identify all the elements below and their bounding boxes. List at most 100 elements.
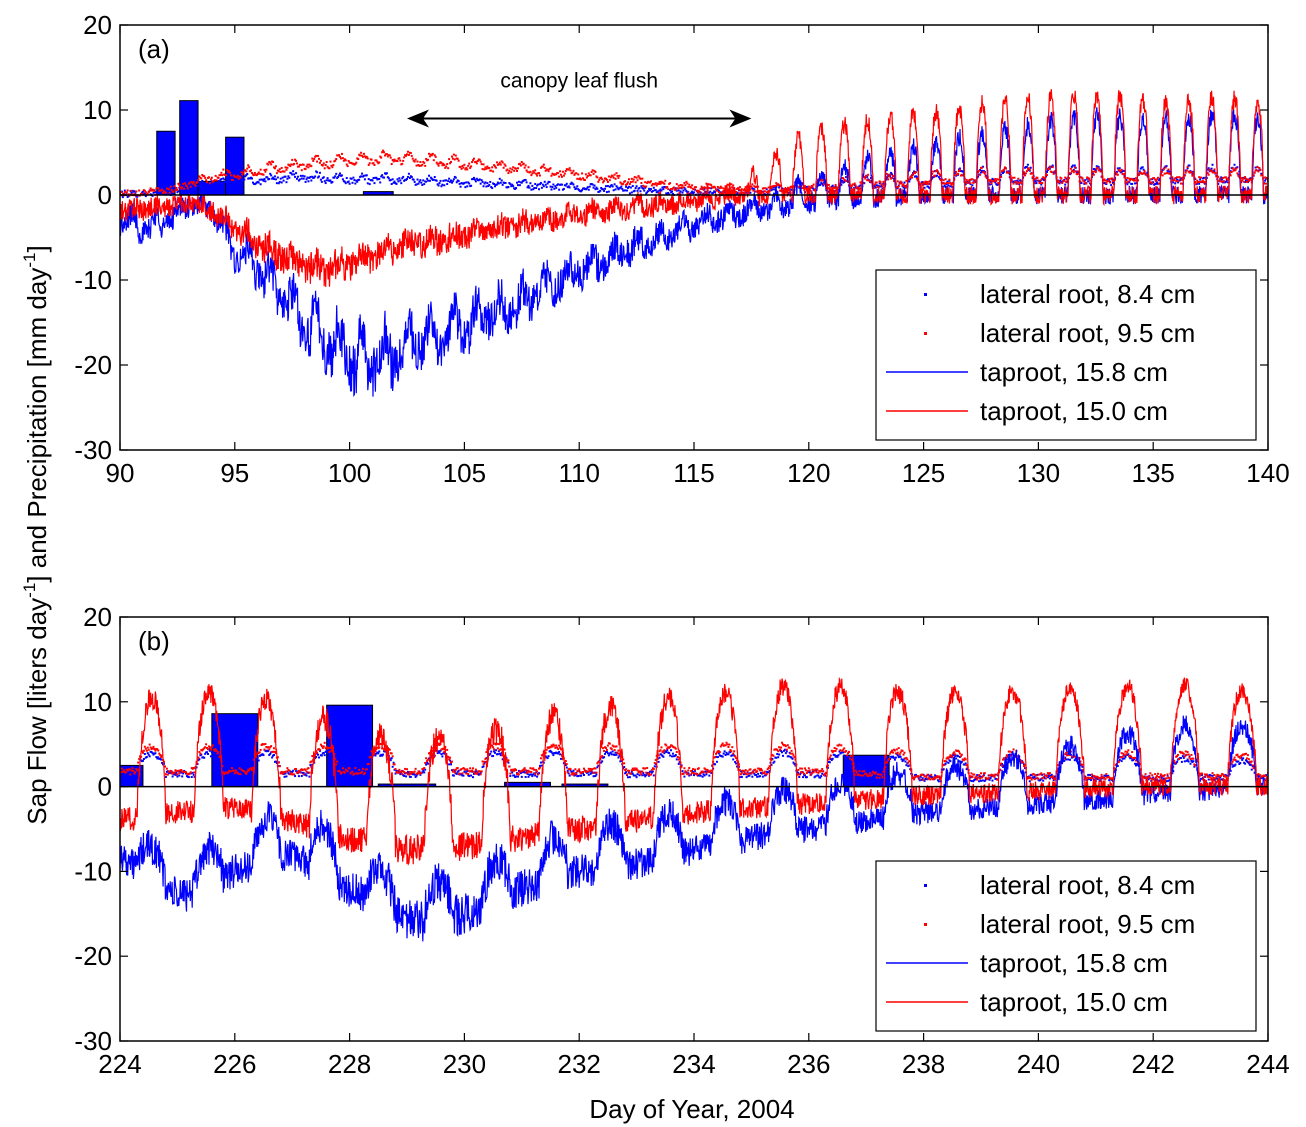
series-0-point (682, 189, 685, 192)
series-0-point (354, 770, 357, 773)
series-1-point (626, 773, 629, 776)
series-0-point (536, 184, 539, 187)
series-1-point (798, 185, 801, 188)
series-1-point (255, 753, 258, 756)
series-0-point (297, 775, 300, 778)
series-0-point (644, 775, 647, 778)
series-1-point (679, 183, 682, 186)
series-0-point (595, 186, 598, 189)
series-1-point (858, 187, 861, 190)
series-0-point (147, 753, 150, 756)
series-1-point (538, 172, 541, 175)
series-0-point (670, 190, 673, 193)
series-1-point (847, 750, 850, 753)
series-0-point (423, 771, 426, 774)
series-0-point (490, 750, 493, 753)
series-0-point (970, 779, 973, 782)
series-0-point (450, 179, 453, 182)
series-1-point (163, 765, 166, 768)
series-1-point (413, 770, 416, 773)
series-0-point (847, 756, 850, 759)
series-1-point (674, 747, 677, 750)
series-1-point (1264, 176, 1267, 179)
series-0-point (209, 183, 212, 186)
series-1-point (1102, 179, 1105, 182)
series-0-point (372, 176, 375, 179)
series-1-point (1051, 166, 1054, 169)
series-0-point (893, 758, 896, 761)
series-1-point (894, 752, 897, 755)
series-0-point (480, 179, 483, 182)
series-1-point (923, 182, 926, 185)
series-0-point (1077, 171, 1080, 174)
series-0-point (417, 182, 420, 185)
series-0-point (134, 192, 137, 195)
series-0-point (378, 750, 381, 753)
series-1-point (939, 179, 942, 182)
series-0-point (1107, 774, 1110, 777)
series-1-point (1002, 168, 1005, 171)
series-0-point (638, 774, 641, 777)
series-1-point (235, 176, 238, 179)
series-1-point (871, 770, 874, 773)
series-0-point (450, 763, 453, 766)
series-1-point (750, 185, 753, 188)
series-1-point (1182, 752, 1185, 755)
series-1-point (1194, 764, 1197, 767)
series-0-point (493, 182, 496, 185)
series-0-point (211, 755, 214, 758)
series-1-point (860, 774, 863, 777)
series-1-point (902, 183, 905, 186)
series-1-point (1089, 179, 1092, 182)
series-0-point (566, 769, 569, 772)
series-0-point (203, 756, 206, 759)
series-1-point (354, 766, 357, 769)
series-0-point (288, 176, 291, 179)
series-1-point (618, 174, 621, 177)
series-1-point (448, 758, 451, 761)
series-1-point (982, 171, 985, 174)
series-0-point (830, 759, 833, 762)
series-0-point (331, 180, 334, 183)
series-0-point (530, 773, 533, 776)
series-1-point (926, 180, 929, 183)
series-1-point (634, 768, 637, 771)
series-1-point (192, 766, 195, 769)
series-1-point (375, 159, 378, 162)
y-tick-label: 0 (98, 180, 112, 210)
series-0-point (575, 772, 578, 775)
series-1-point (1029, 777, 1032, 780)
series-1-point (616, 751, 619, 754)
series-0-point (841, 179, 844, 182)
series-0-point (819, 776, 822, 779)
series-1-point (1122, 752, 1125, 755)
series-1-point (132, 769, 135, 772)
y-tick-label: 10 (83, 687, 112, 717)
series-1-point (438, 162, 441, 165)
series-1-point (363, 771, 366, 774)
series-1-point (672, 186, 675, 189)
series-1-point (951, 755, 954, 758)
series-3-line (120, 89, 1268, 287)
series-0-point (577, 775, 580, 778)
series-0-point (306, 176, 309, 179)
series-1-point (246, 167, 249, 170)
series-0-point (607, 190, 610, 193)
series-0-point (608, 185, 611, 188)
series-1-point (568, 167, 571, 170)
series-1-point (423, 161, 426, 164)
series-1-point (528, 770, 531, 773)
series-1-point (1154, 773, 1157, 776)
series-1-point (1112, 179, 1115, 182)
series-0-point (1073, 164, 1076, 167)
series-1-point (776, 748, 779, 751)
series-1-point (519, 164, 522, 167)
series-1-point (766, 190, 769, 193)
series-1-point (800, 771, 803, 774)
series-0-point (452, 774, 455, 777)
series-1-point (308, 771, 311, 774)
series-1-point (1236, 753, 1239, 756)
series-1-point (688, 766, 691, 769)
series-0-point (684, 188, 687, 191)
series-0-point (292, 170, 295, 173)
